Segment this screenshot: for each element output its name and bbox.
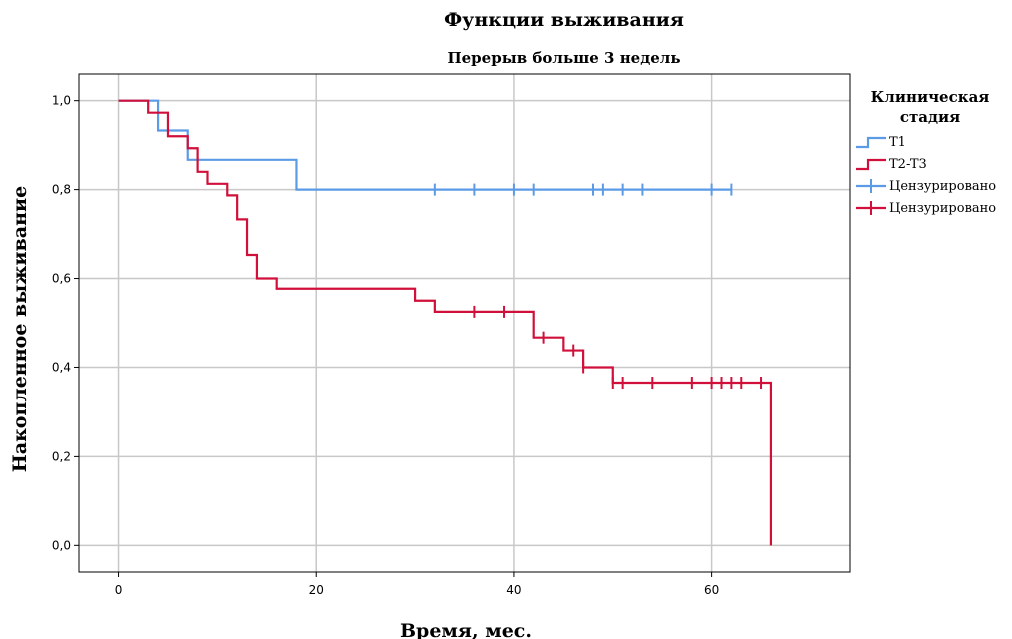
legend-title-line-2: стадия: [900, 108, 960, 126]
x-tick-label-1: 20: [309, 583, 324, 597]
y-tick-label-0: 0,0: [52, 538, 71, 552]
chart-subtitle: Перерыв больше 3 недель: [447, 49, 680, 67]
legend-title-line-1: Клиническая: [871, 88, 990, 106]
y-axis-ticks: 0,0 0,2 0,4 0,6 0,8 1,0: [52, 94, 79, 552]
y-tick-label-5: 1,0: [52, 94, 71, 108]
series-line-t2-t3: [118, 99, 773, 546]
legend-label-3: Цензурировано: [889, 201, 996, 216]
x-tick-label-0: 0: [115, 583, 123, 597]
x-tick-label-2: 40: [506, 583, 521, 597]
legend-swatch-0: [856, 136, 886, 149]
y-tick-label-3: 0,6: [52, 272, 71, 286]
x-axis-ticks: 0 20 40 60: [115, 572, 719, 597]
series-layer: [118, 99, 773, 546]
legend-label-2: Цензурировано: [889, 179, 996, 194]
series-line-t1: [118, 99, 732, 191]
legend-label-1: T2-T3: [889, 157, 927, 172]
legend: Клиническая стадия T1 T2-T3 Цензурировано Ц…: [856, 88, 996, 216]
chart-title: Функции выживания: [444, 9, 684, 31]
legend-items: T1 T2-T3 Цензурировано Цензурировано: [856, 135, 996, 216]
legend-label-0: T1: [889, 135, 906, 150]
plot-frame: [78, 73, 851, 573]
x-axis-label: Время, мес.: [400, 620, 532, 639]
x-tick-label-3: 60: [704, 583, 719, 597]
y-axis-label: Накопленное выживание: [9, 186, 31, 472]
y-tick-label-2: 0,4: [52, 360, 71, 374]
y-tick-label-4: 0,8: [52, 183, 71, 197]
y-tick-label-1: 0,2: [52, 449, 71, 463]
legend-swatch-1: [856, 158, 886, 171]
